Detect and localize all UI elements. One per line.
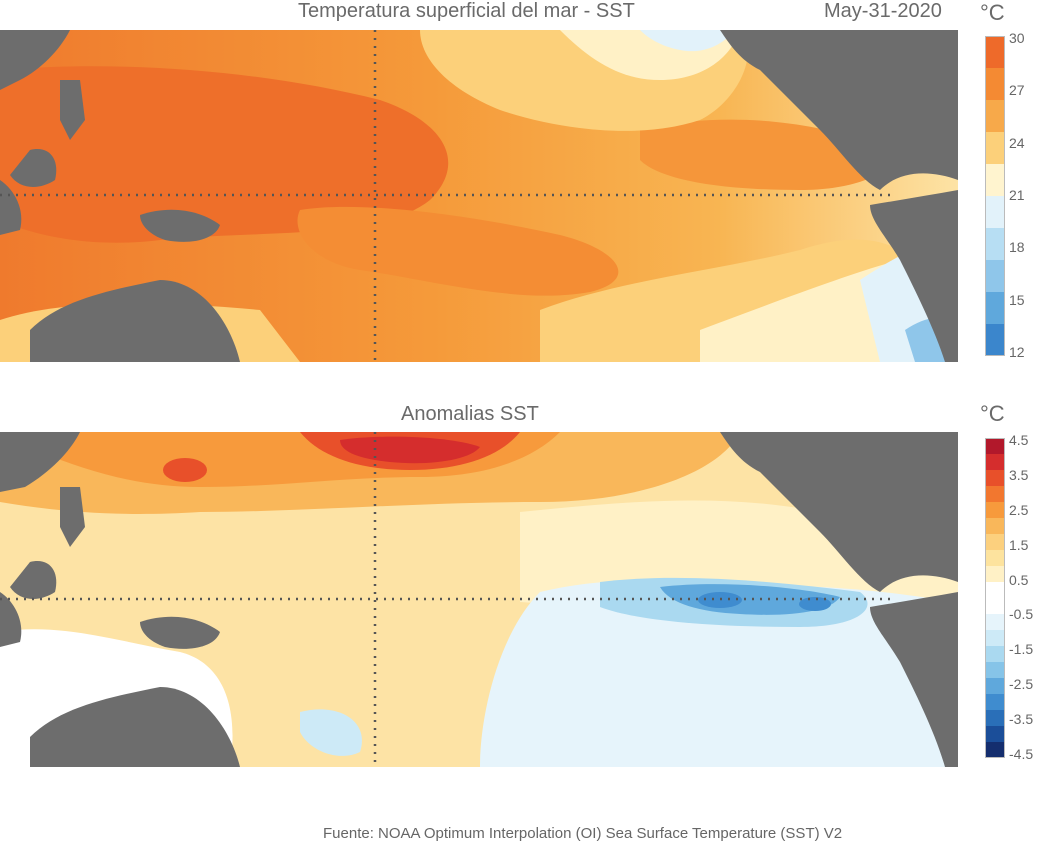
colorbar-tick-label: 1.5: [1009, 536, 1029, 553]
colorbar-tick-label: 0.5: [1009, 571, 1029, 588]
sst-land-masses: [0, 30, 958, 362]
colorbar-swatch: [985, 550, 1005, 567]
sst-map: [0, 30, 958, 362]
sst-map-canvas: [0, 30, 958, 362]
colorbar-swatch: [985, 742, 1005, 759]
anomaly-colorbar: [985, 438, 1005, 759]
colorbar-tick-label: 4.5: [1009, 432, 1029, 448]
colorbar-swatch: [985, 502, 1005, 519]
colorbar-swatch: [985, 630, 1005, 647]
new-guinea-island: [140, 209, 220, 242]
australia-landmass: [30, 687, 240, 767]
west-pacific-hot-spot: [163, 458, 207, 482]
colorbar-swatch: [985, 196, 1005, 229]
colorbar-swatch: [985, 324, 1005, 357]
equatorial-warm-tongue: [297, 206, 619, 296]
new-guinea-island: [140, 616, 220, 649]
colorbar-tick-label: 27: [1009, 82, 1025, 99]
asia-landmass: [0, 432, 80, 492]
equatorial-cold-core: [660, 584, 840, 615]
sumatra-island: [0, 180, 22, 235]
philippines-islands: [60, 80, 85, 140]
colorbar-swatch: [985, 534, 1005, 551]
colorbar-tick-label: 18: [1009, 239, 1025, 256]
colorbar-tick-label: 15: [1009, 291, 1025, 308]
colorbar-tick-label: 24: [1009, 134, 1025, 151]
colorbar-swatch: [985, 710, 1005, 727]
colorbar-swatch: [985, 518, 1005, 535]
colorbar-tick-label: -3.5: [1009, 711, 1034, 728]
australia-landmass: [30, 280, 240, 362]
sst-colorbar-swatches: [985, 36, 1005, 357]
north-america-landmass: [720, 30, 958, 190]
colorbar-swatch: [985, 470, 1005, 487]
anomaly-map: [0, 432, 958, 767]
colorbar-swatch: [985, 292, 1005, 325]
north-america-landmass: [720, 432, 958, 592]
anomaly-land-masses: [0, 432, 958, 767]
colorbar-swatch: [985, 598, 1005, 615]
colorbar-tick-label: 30: [1009, 30, 1025, 46]
colorbar-swatch: [985, 438, 1005, 455]
colorbar-swatch: [985, 132, 1005, 165]
colorbar-swatch: [985, 260, 1005, 293]
anomaly-map-title: Anomalias SST: [401, 403, 539, 425]
sst-map-title: Temperatura superficial del mar - SST: [298, 0, 635, 22]
anomaly-unit-label: °C: [980, 401, 1005, 426]
colorbar-tick-label: -2.5: [1009, 676, 1034, 693]
colorbar-swatch: [985, 566, 1005, 583]
asia-landmass: [0, 30, 70, 90]
data-source-caption: Fuente: NOAA Optimum Interpolation (OI) …: [323, 825, 843, 842]
south-east-cool-anomaly: [480, 580, 958, 767]
sst-colorbar: [985, 36, 1005, 357]
anomaly-map-canvas: [0, 432, 958, 767]
colorbar-tick-label: 3.5: [1009, 466, 1029, 483]
colorbar-swatch: [985, 646, 1005, 663]
colorbar-tick-label: -1.5: [1009, 641, 1034, 658]
colorbar-border: [985, 438, 1005, 758]
south-america-landmass: [870, 190, 958, 362]
borneo-island: [10, 149, 57, 187]
south-america-landmass: [870, 592, 958, 767]
sst-map-date: May-31-2020: [824, 0, 942, 22]
philippines-islands: [60, 487, 85, 547]
colorbar-tick-label: -0.5: [1009, 606, 1034, 623]
colorbar-tick-label: 21: [1009, 187, 1025, 203]
colorbar-swatch: [985, 678, 1005, 695]
colorbar-swatch: [985, 694, 1005, 711]
colorbar-swatch: [985, 100, 1005, 133]
south-central-cool-spot: [300, 709, 362, 756]
warm-pool-region: [0, 66, 449, 243]
north-coldest-band: [640, 30, 735, 52]
colorbar-tick-label: 2.5: [1009, 501, 1029, 518]
colorbar-tick-label: -4.5: [1009, 746, 1034, 762]
colorbar-swatch: [985, 228, 1005, 261]
colorbar-swatch: [985, 454, 1005, 471]
sst-unit-label: °C: [980, 0, 1005, 25]
colorbar-border: [985, 36, 1005, 356]
colorbar-swatch: [985, 662, 1005, 679]
colorbar-swatch: [985, 614, 1005, 631]
cold-core-east: [799, 597, 831, 611]
colorbar-swatch: [985, 726, 1005, 743]
colorbar-swatch: [985, 582, 1005, 599]
colorbar-tick-label: 12: [1009, 344, 1025, 360]
anomaly-colorbar-swatches: [985, 438, 1005, 759]
colorbar-swatch: [985, 36, 1005, 69]
colorbar-swatch: [985, 164, 1005, 197]
colorbar-swatch: [985, 68, 1005, 101]
sumatra-island: [0, 592, 22, 647]
borneo-island: [10, 561, 57, 599]
colorbar-swatch: [985, 486, 1005, 503]
